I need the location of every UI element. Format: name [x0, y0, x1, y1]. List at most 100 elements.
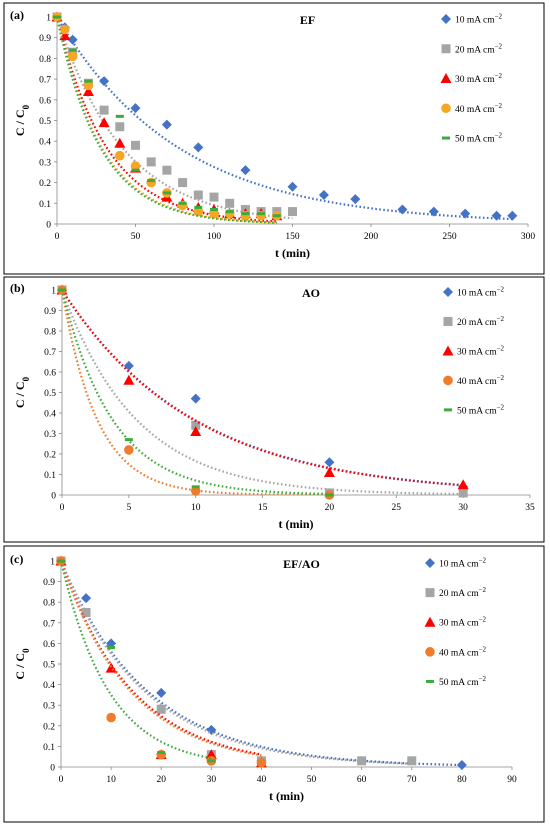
data-point — [178, 201, 187, 205]
y-axis-label-sub: 0 — [21, 376, 31, 381]
data-point — [147, 179, 156, 183]
y-tick-label: 0.8 — [43, 599, 55, 609]
legend-marker — [424, 616, 436, 627]
legend-marker — [442, 345, 454, 356]
legend-label-sup: −2 — [495, 102, 503, 110]
y-axis-label-sub: 0 — [21, 648, 31, 653]
panel-label: (b) — [10, 281, 25, 295]
data-point — [458, 488, 468, 498]
legend-label-sup: −2 — [495, 13, 503, 21]
y-tick-label: 0.6 — [43, 640, 55, 650]
legend-marker — [443, 375, 453, 386]
x-tick-label: 40 — [257, 775, 267, 785]
legend-marker — [440, 73, 452, 84]
panel-label: (c) — [10, 552, 23, 566]
y-tick-label: 0.1 — [43, 743, 55, 753]
data-point — [130, 161, 141, 171]
y-axis-label-text: C / C — [13, 653, 27, 680]
y-tick-label: 0.2 — [43, 722, 55, 732]
legend-label-text: 40 mA cm — [457, 377, 497, 387]
legend-label: 40 mA cm−2 — [439, 645, 487, 658]
y-tick-label: 0 — [50, 764, 55, 774]
legend-label-text: 40 mA cm — [439, 648, 479, 658]
legend-marker — [425, 558, 435, 568]
data-point — [240, 165, 251, 176]
x-tick-label: 25 — [392, 503, 402, 513]
legend-label-text: 10 mA cm — [457, 289, 497, 299]
data-point — [115, 114, 124, 118]
y-tick-label: 0.1 — [44, 471, 56, 481]
legend-label-text: 30 mA cm — [457, 347, 497, 357]
legend-label-sup: −2 — [479, 675, 487, 683]
data-point — [288, 207, 297, 217]
legend-label: 10 mA cm−2 — [455, 13, 503, 26]
data-point — [241, 212, 250, 216]
x-tick-label: 30 — [207, 775, 217, 785]
data-point — [106, 638, 117, 649]
data-point — [191, 485, 200, 489]
legend-marker — [441, 44, 451, 54]
data-point — [456, 759, 467, 770]
data-point — [205, 749, 217, 760]
legend-item: 10 mA cm−2 — [441, 13, 503, 26]
y-tick-label: 0.9 — [44, 307, 56, 317]
legend-label: 50 mA cm−2 — [455, 132, 503, 145]
data-point — [162, 165, 172, 175]
legend-marker — [441, 14, 451, 24]
y-tick-label: 0.2 — [39, 179, 51, 189]
data-point — [357, 756, 367, 766]
data-point — [350, 194, 361, 205]
data-point — [115, 122, 125, 132]
data-point — [53, 15, 61, 19]
chart-panel-b: 00.10.20.30.40.50.60.70.80.910 5 10 15 20 25 3… — [3, 276, 545, 543]
data-point — [115, 150, 125, 161]
data-point — [460, 208, 471, 219]
x-tick-label: 10 — [191, 503, 201, 513]
y-tick-label: 0.4 — [43, 681, 55, 691]
data-point — [397, 204, 408, 215]
data-point — [491, 210, 502, 221]
data-point — [146, 157, 156, 167]
panel-frame — [3, 2, 545, 275]
chart-title: EF — [300, 13, 315, 27]
data-point — [191, 420, 201, 430]
data-point — [318, 190, 329, 201]
y-tick-label: 1 — [46, 14, 51, 24]
legend-label: 30 mA cm−2 — [457, 344, 505, 357]
y-tick-label: 0.9 — [39, 34, 51, 44]
data-point — [178, 178, 188, 188]
data-point — [99, 105, 109, 115]
data-point — [194, 205, 203, 209]
data-point — [225, 198, 235, 208]
x-axis-label: t (min) — [279, 517, 314, 531]
legend-label-sup: −2 — [495, 132, 503, 140]
legend-item: 40 mA cm−2 — [443, 374, 505, 387]
data-point — [507, 210, 518, 221]
chart-panel-c: 00.10.20.30.40.50.60.70.80.910 10 20 30 40 50… — [3, 545, 545, 823]
data-point — [107, 646, 116, 650]
data-point — [162, 191, 171, 195]
data-point — [124, 445, 134, 455]
x-tick-label: 0 — [59, 775, 64, 785]
data-point — [58, 288, 66, 292]
x-tick-label: 80 — [457, 775, 467, 785]
data-point — [161, 119, 172, 130]
legend-label-text: 30 mA cm — [455, 75, 495, 85]
data-point — [193, 190, 203, 200]
data-point — [157, 751, 166, 755]
data-point — [83, 80, 94, 91]
data-point — [99, 76, 110, 87]
legend-label-text: 20 mA cm — [439, 589, 479, 599]
x-tick-label: 70 — [407, 775, 417, 785]
y-tick-label: 0.5 — [39, 117, 51, 127]
legend-item: 20 mA cm−2 — [441, 42, 503, 55]
y-tick-label: 0.5 — [43, 661, 55, 671]
legend-label: 20 mA cm−2 — [455, 42, 503, 55]
legend-label-text: 50 mA cm — [439, 678, 479, 688]
data-point — [123, 374, 135, 385]
legend-label: 30 mA cm−2 — [455, 72, 503, 85]
x-axis-label: t (min) — [275, 246, 310, 260]
legend-label-text: 10 mA cm — [455, 16, 495, 26]
data-point — [106, 712, 116, 723]
x-tick-label: 0 — [60, 503, 65, 513]
